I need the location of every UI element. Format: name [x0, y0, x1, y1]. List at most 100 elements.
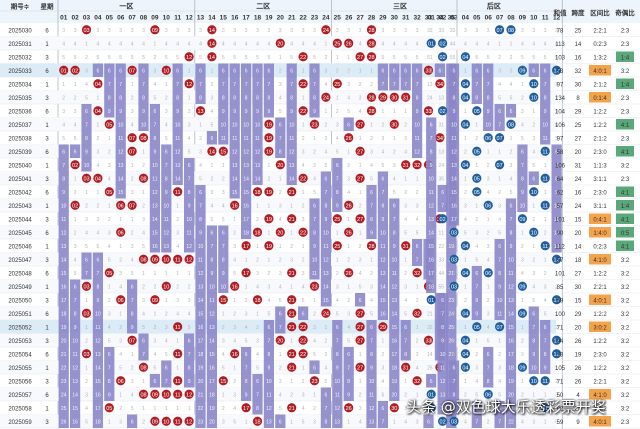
- back-ball-number: 04: [462, 244, 468, 250]
- miss-count: 6: [154, 109, 157, 115]
- miss-bar: [263, 333, 274, 347]
- miss-count: 3: [256, 28, 259, 34]
- miss-count: 5: [510, 96, 513, 102]
- miss-bar: [184, 347, 195, 361]
- odd-even-value: 3:2: [621, 366, 630, 372]
- miss-bar: [505, 360, 517, 374]
- miss-count: 5: [370, 177, 373, 183]
- front-ball-number: 02: [72, 69, 78, 75]
- miss-count: 3: [108, 163, 111, 169]
- front-ball-number: 12: [186, 82, 192, 88]
- issue-number: 2025042: [8, 191, 32, 197]
- miss-count: 6: [302, 312, 305, 318]
- front-ball-number: 32: [414, 163, 420, 169]
- miss-count: 4: [464, 42, 467, 48]
- miss-count: 6: [142, 339, 145, 345]
- miss-count: 5: [453, 352, 456, 358]
- miss-count: 3: [325, 69, 328, 75]
- miss-bar: [483, 360, 494, 374]
- front-col-header: 24: [322, 15, 330, 22]
- miss-count: 11: [209, 298, 214, 304]
- miss-bar: [172, 117, 183, 131]
- miss-count: 8: [188, 366, 191, 372]
- row-stripe: [0, 279, 556, 293]
- miss-count: 5: [532, 163, 535, 169]
- back-ball-number: 01: [428, 393, 434, 399]
- miss-bar: [206, 279, 217, 293]
- miss-count: 5: [475, 393, 478, 399]
- miss-bar: [252, 144, 263, 158]
- miss-count: 4: [108, 177, 111, 183]
- miss-bar: [184, 333, 195, 347]
- front-ball-number: 08: [140, 177, 146, 183]
- weekday-value: 6: [45, 312, 49, 318]
- zone-ratio-highlight: [589, 92, 611, 103]
- miss-count: 4: [498, 217, 501, 223]
- back-ball: [552, 335, 562, 345]
- miss-count: 1: [359, 190, 362, 196]
- miss-bar: [437, 401, 448, 415]
- back-ball-number: 03: [451, 420, 457, 426]
- miss-count: 5: [108, 339, 111, 345]
- miss-count: 14: [392, 312, 398, 318]
- miss-count: 21: [198, 393, 204, 399]
- miss-bar: [92, 360, 103, 374]
- back-ball-number: 01: [428, 406, 434, 412]
- front-col-header: 23: [311, 15, 319, 22]
- front-ball-number: 18: [254, 298, 260, 304]
- miss-count: 7: [313, 82, 316, 88]
- miss-count: 1: [142, 379, 145, 385]
- miss-bar: [366, 185, 377, 199]
- miss-bar: [81, 131, 92, 145]
- weekday-value: 3: [45, 56, 49, 62]
- miss-count: 1: [268, 163, 271, 169]
- miss-bar: [184, 158, 195, 172]
- miss-bar: [412, 117, 423, 131]
- miss-count: 4: [430, 96, 433, 102]
- miss-count: 3: [108, 231, 111, 237]
- miss-count: 2: [487, 420, 490, 426]
- span-value: 31: [575, 164, 582, 170]
- miss-count: 9: [268, 109, 271, 115]
- miss-count: 17: [198, 339, 204, 345]
- miss-count: 14: [243, 177, 249, 183]
- weekday-value: 3: [45, 177, 49, 183]
- miss-count: 5: [347, 339, 350, 345]
- miss-count: 1: [475, 204, 478, 210]
- miss-bar: [426, 374, 437, 388]
- miss-bar: [206, 306, 217, 320]
- miss-count: 11: [497, 312, 502, 318]
- miss-count: 12: [508, 285, 514, 291]
- miss-count: 4: [188, 136, 191, 142]
- miss-count: 7: [279, 325, 282, 331]
- miss-count: 12: [61, 231, 67, 237]
- miss-count: 5: [245, 339, 248, 345]
- miss-count: 9: [313, 244, 316, 250]
- miss-count: 13: [554, 244, 560, 250]
- miss-bar: [426, 225, 437, 239]
- miss-bar: [377, 77, 388, 91]
- miss-count: 12: [440, 379, 446, 385]
- front-ball-number: 04: [95, 109, 101, 115]
- miss-count: 2: [142, 285, 145, 291]
- miss-count: 5: [199, 177, 202, 183]
- front-col-header: 11: [174, 15, 181, 22]
- miss-bar: [115, 117, 126, 131]
- miss-count: 3: [165, 109, 168, 115]
- miss-bar: [332, 387, 343, 401]
- miss-count: 5: [256, 55, 259, 61]
- miss-count: 10: [428, 177, 434, 183]
- miss-count: 3: [370, 285, 373, 291]
- miss-count: 2: [441, 244, 444, 250]
- miss-count: 16: [428, 258, 434, 264]
- front-ball: [241, 403, 251, 413]
- miss-count: 13: [164, 244, 170, 250]
- span-value: 16: [575, 191, 582, 197]
- miss-count: 10: [152, 163, 158, 169]
- miss-bar: [551, 158, 562, 172]
- miss-count: 9: [370, 366, 373, 372]
- miss-bar: [437, 387, 448, 401]
- miss-count: 1: [441, 69, 444, 75]
- miss-count: 3: [97, 150, 100, 156]
- watermark-text: 头条 @双色球大乐透彩票开奖: [406, 398, 606, 416]
